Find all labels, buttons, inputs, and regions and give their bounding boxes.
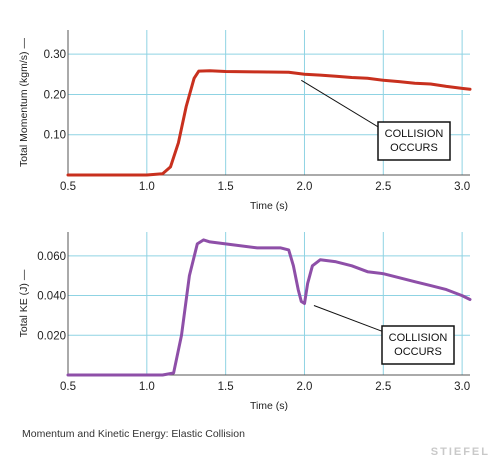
x-tick-label: 2.5 (375, 381, 391, 393)
y-axis-label: Total Momentum (kgm/s) — (18, 38, 30, 167)
x-tick-label: 0.5 (60, 381, 76, 393)
x-tick-label: 2.0 (296, 381, 312, 393)
annotation-box (377, 121, 451, 161)
kinetic-energy-chart: 0.5 1.0 1.5 2.0 2.5 3.0 0.020 0.040 0.060 Time (s… (18, 232, 472, 412)
x-tick-label: 1.0 (139, 381, 155, 393)
x-axis-label: Time (s) (250, 400, 288, 412)
x-tick-label: 0.5 (60, 181, 76, 193)
annotation-text: OCCURS (390, 142, 438, 154)
x-tick-label: 3.0 (454, 381, 470, 393)
annotation-pointer (313, 305, 385, 333)
x-tick-label: 3.0 (454, 181, 470, 193)
x-tick-label: 2.0 (296, 181, 312, 193)
figure-caption: Momentum and Kinetic Energy: Elastic Col… (22, 428, 245, 440)
y-tick-label: 0.10 (44, 130, 66, 142)
series-line (66, 238, 472, 377)
y-tick-label: 0.20 (44, 89, 66, 101)
y-axis-label: Total KE (J) — (18, 269, 30, 337)
x-tick-label: 2.5 (375, 181, 391, 193)
annotation-pointer (301, 79, 381, 129)
annotation-box (381, 325, 455, 365)
y-tick-label: 0.30 (44, 49, 66, 61)
annotation-text: OCCURS (394, 346, 442, 358)
y-tick-label: 0.020 (37, 330, 66, 342)
watermark: STIEFEL (430, 446, 490, 458)
y-tick-label: 0.060 (37, 251, 66, 263)
annotation-text: COLLISION (389, 332, 448, 344)
y-tick-label: 0.040 (37, 291, 66, 303)
annotation-text: COLLISION (385, 128, 444, 140)
series-line (66, 69, 472, 177)
x-tick-label: 1.5 (218, 181, 234, 193)
x-tick-label: 1.0 (139, 181, 155, 193)
momentum-chart: 0.5 1.0 1.5 2.0 2.5 3.0 0.10 0.20 0.30 Time (s) To… (18, 30, 472, 212)
x-tick-label: 1.5 (218, 381, 234, 393)
x-axis-label: Time (s) (250, 200, 288, 212)
